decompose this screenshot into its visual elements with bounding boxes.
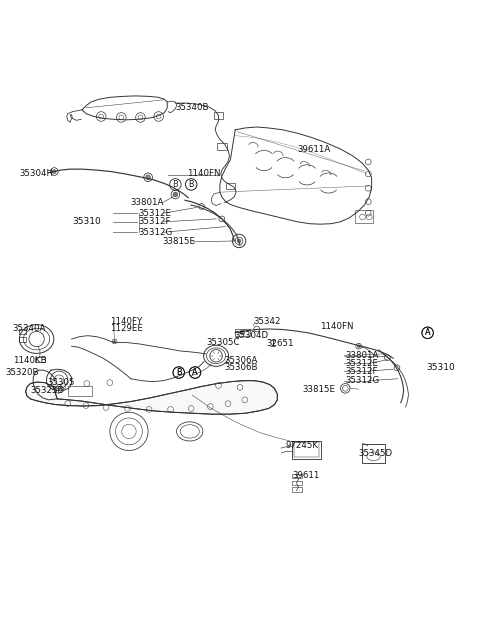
Text: 35342: 35342 bbox=[253, 317, 281, 326]
Text: A: A bbox=[425, 328, 430, 337]
Text: 35312G: 35312G bbox=[139, 228, 173, 237]
Text: 35312E: 35312E bbox=[139, 209, 171, 218]
Circle shape bbox=[357, 345, 360, 347]
Text: 39611A: 39611A bbox=[298, 145, 331, 154]
Text: 35312F: 35312F bbox=[345, 366, 378, 376]
Text: A: A bbox=[425, 328, 431, 337]
Bar bbox=[226, 182, 235, 189]
Text: 1129EE: 1129EE bbox=[110, 324, 143, 333]
Text: 33801A: 33801A bbox=[345, 351, 379, 360]
Text: 35304D: 35304D bbox=[234, 331, 268, 340]
Text: 35310: 35310 bbox=[72, 217, 101, 226]
Text: 35305C: 35305C bbox=[206, 338, 240, 347]
Circle shape bbox=[173, 192, 178, 197]
Bar bbox=[217, 143, 227, 149]
Text: B: B bbox=[176, 368, 181, 377]
Circle shape bbox=[146, 175, 151, 180]
Circle shape bbox=[240, 330, 245, 335]
Text: 35312G: 35312G bbox=[345, 376, 380, 385]
Text: 39611: 39611 bbox=[293, 471, 320, 480]
Text: B: B bbox=[189, 180, 194, 189]
Text: 33815E: 33815E bbox=[162, 237, 195, 246]
Text: 35310: 35310 bbox=[427, 363, 456, 371]
Text: A: A bbox=[192, 368, 198, 377]
Bar bbox=[235, 329, 250, 336]
Bar bbox=[294, 443, 320, 457]
Text: 35340A: 35340A bbox=[12, 323, 46, 333]
Text: 35305: 35305 bbox=[48, 378, 75, 387]
Text: 33815E: 33815E bbox=[302, 385, 335, 394]
Circle shape bbox=[114, 340, 116, 342]
Text: 35312E: 35312E bbox=[345, 359, 378, 368]
Bar bbox=[292, 488, 302, 491]
Text: 1140FN: 1140FN bbox=[321, 322, 354, 331]
Bar bbox=[19, 337, 26, 342]
Text: B: B bbox=[172, 180, 179, 189]
Bar bbox=[214, 112, 223, 119]
Bar bbox=[292, 481, 302, 485]
Bar bbox=[292, 474, 302, 478]
Bar bbox=[35, 357, 45, 361]
Text: 35306B: 35306B bbox=[225, 363, 258, 372]
Text: 33801A: 33801A bbox=[130, 198, 163, 207]
Bar bbox=[292, 441, 322, 458]
Text: B: B bbox=[176, 368, 181, 377]
Text: 32651: 32651 bbox=[267, 339, 294, 349]
Text: 35312F: 35312F bbox=[139, 217, 171, 226]
Bar bbox=[362, 444, 385, 463]
Circle shape bbox=[52, 170, 56, 173]
Text: 35304H: 35304H bbox=[20, 170, 54, 178]
Text: A: A bbox=[192, 368, 198, 377]
Text: 35345D: 35345D bbox=[359, 450, 393, 458]
Text: 97245K: 97245K bbox=[286, 441, 318, 450]
Polygon shape bbox=[25, 380, 277, 414]
Text: 1140FN: 1140FN bbox=[187, 170, 221, 178]
Text: 1140FY: 1140FY bbox=[110, 317, 142, 326]
Bar bbox=[68, 387, 92, 396]
Text: 35325D: 35325D bbox=[30, 385, 64, 395]
Bar bbox=[355, 210, 373, 223]
Text: 35320B: 35320B bbox=[5, 368, 39, 377]
Circle shape bbox=[237, 239, 241, 243]
Text: 35340B: 35340B bbox=[175, 104, 209, 112]
Text: 1140KB: 1140KB bbox=[12, 356, 46, 365]
Text: 35306A: 35306A bbox=[225, 356, 258, 365]
Bar bbox=[19, 329, 26, 334]
